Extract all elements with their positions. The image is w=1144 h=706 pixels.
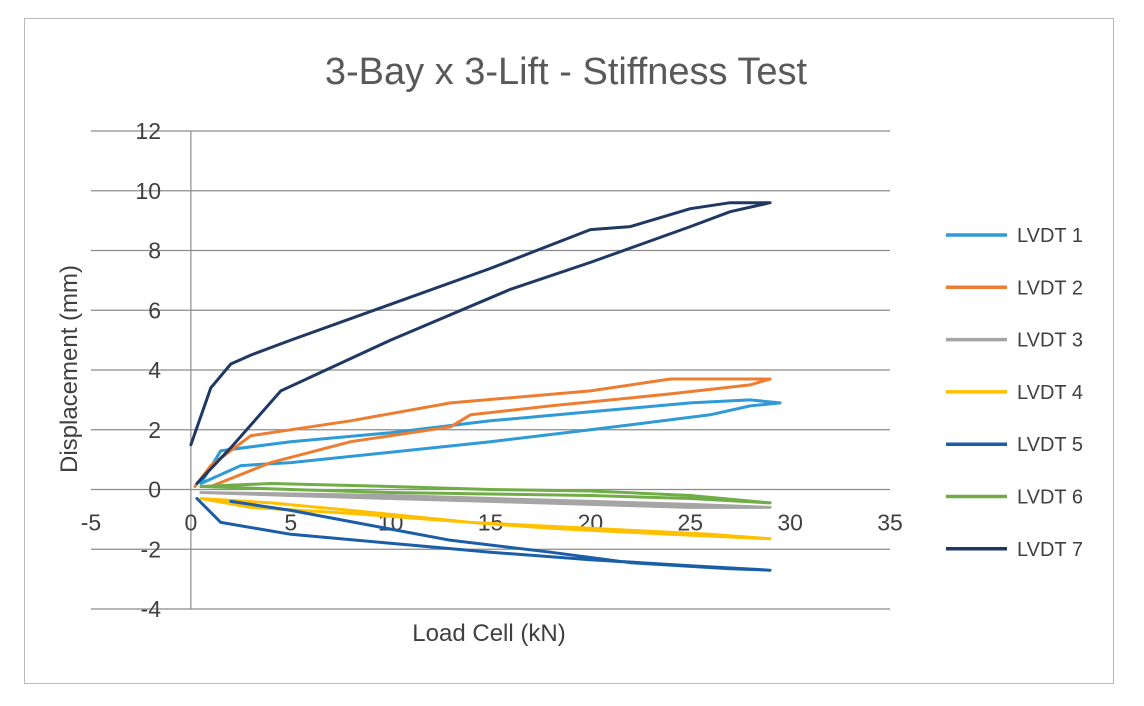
x-tick-label: -5 [81, 510, 101, 536]
series-group [189, 201, 782, 572]
series-line-lvdt-4 [199, 497, 772, 541]
legend-label: LVDT 4 [1017, 382, 1083, 404]
legend-label: LVDT 7 [1017, 539, 1083, 561]
legend: LVDT 1 LVDT 2 LVDT 3 LVDT 4 LVDT 5 LVDT 6 LVDT… [946, 225, 1083, 561]
x-tick-label: 0 [184, 510, 197, 536]
series-line-lvdt-1 [199, 398, 782, 485]
legend-label: LVDT 6 [1017, 487, 1083, 509]
x-tick-labels: -5 0 5 10 15 20 25 30 35 [81, 510, 903, 536]
y-tick-label: 8 [148, 238, 161, 264]
y-tick-label: 4 [148, 357, 161, 383]
legend-label: LVDT 1 [1017, 225, 1083, 247]
y-tick-label: -4 [141, 596, 162, 622]
x-tick-label: 5 [284, 510, 297, 536]
y-tick-label: 12 [135, 118, 161, 144]
series-line-lvdt-2 [193, 377, 772, 488]
x-tick-label: 25 [677, 510, 703, 536]
legend-label: LVDT 5 [1017, 434, 1083, 456]
x-axis-title: Load Cell (kN) [412, 620, 565, 647]
chart-svg: 3-Bay x 3-Lift - Stiffness Test -4 -2 0 2 4 6… [56, 51, 1083, 647]
y-tick-label: 0 [148, 477, 161, 503]
y-tick-label: 2 [148, 417, 161, 443]
y-tick-label: -2 [141, 536, 161, 562]
legend-label: LVDT 2 [1017, 277, 1083, 299]
series-line-lvdt-5 [195, 497, 772, 572]
y-axis-title: Displacement (mm) [56, 265, 83, 473]
series-line-lvdt-3 [199, 491, 772, 509]
series-line-lvdt-7 [189, 201, 772, 485]
x-tick-label: 30 [777, 510, 803, 536]
chart-container: 3-Bay x 3-Lift - Stiffness Test -4 -2 0 2 4 6… [24, 18, 1114, 684]
y-tick-label: 10 [135, 178, 161, 204]
series-line-lvdt-6 [199, 482, 772, 505]
x-tick-label: 35 [877, 510, 903, 536]
y-tick-label: 6 [148, 297, 161, 323]
legend-label: LVDT 3 [1017, 330, 1083, 352]
y-tick-labels: -4 -2 0 2 4 6 8 10 12 [135, 118, 161, 622]
chart-title: 3-Bay x 3-Lift - Stiffness Test [325, 51, 808, 93]
